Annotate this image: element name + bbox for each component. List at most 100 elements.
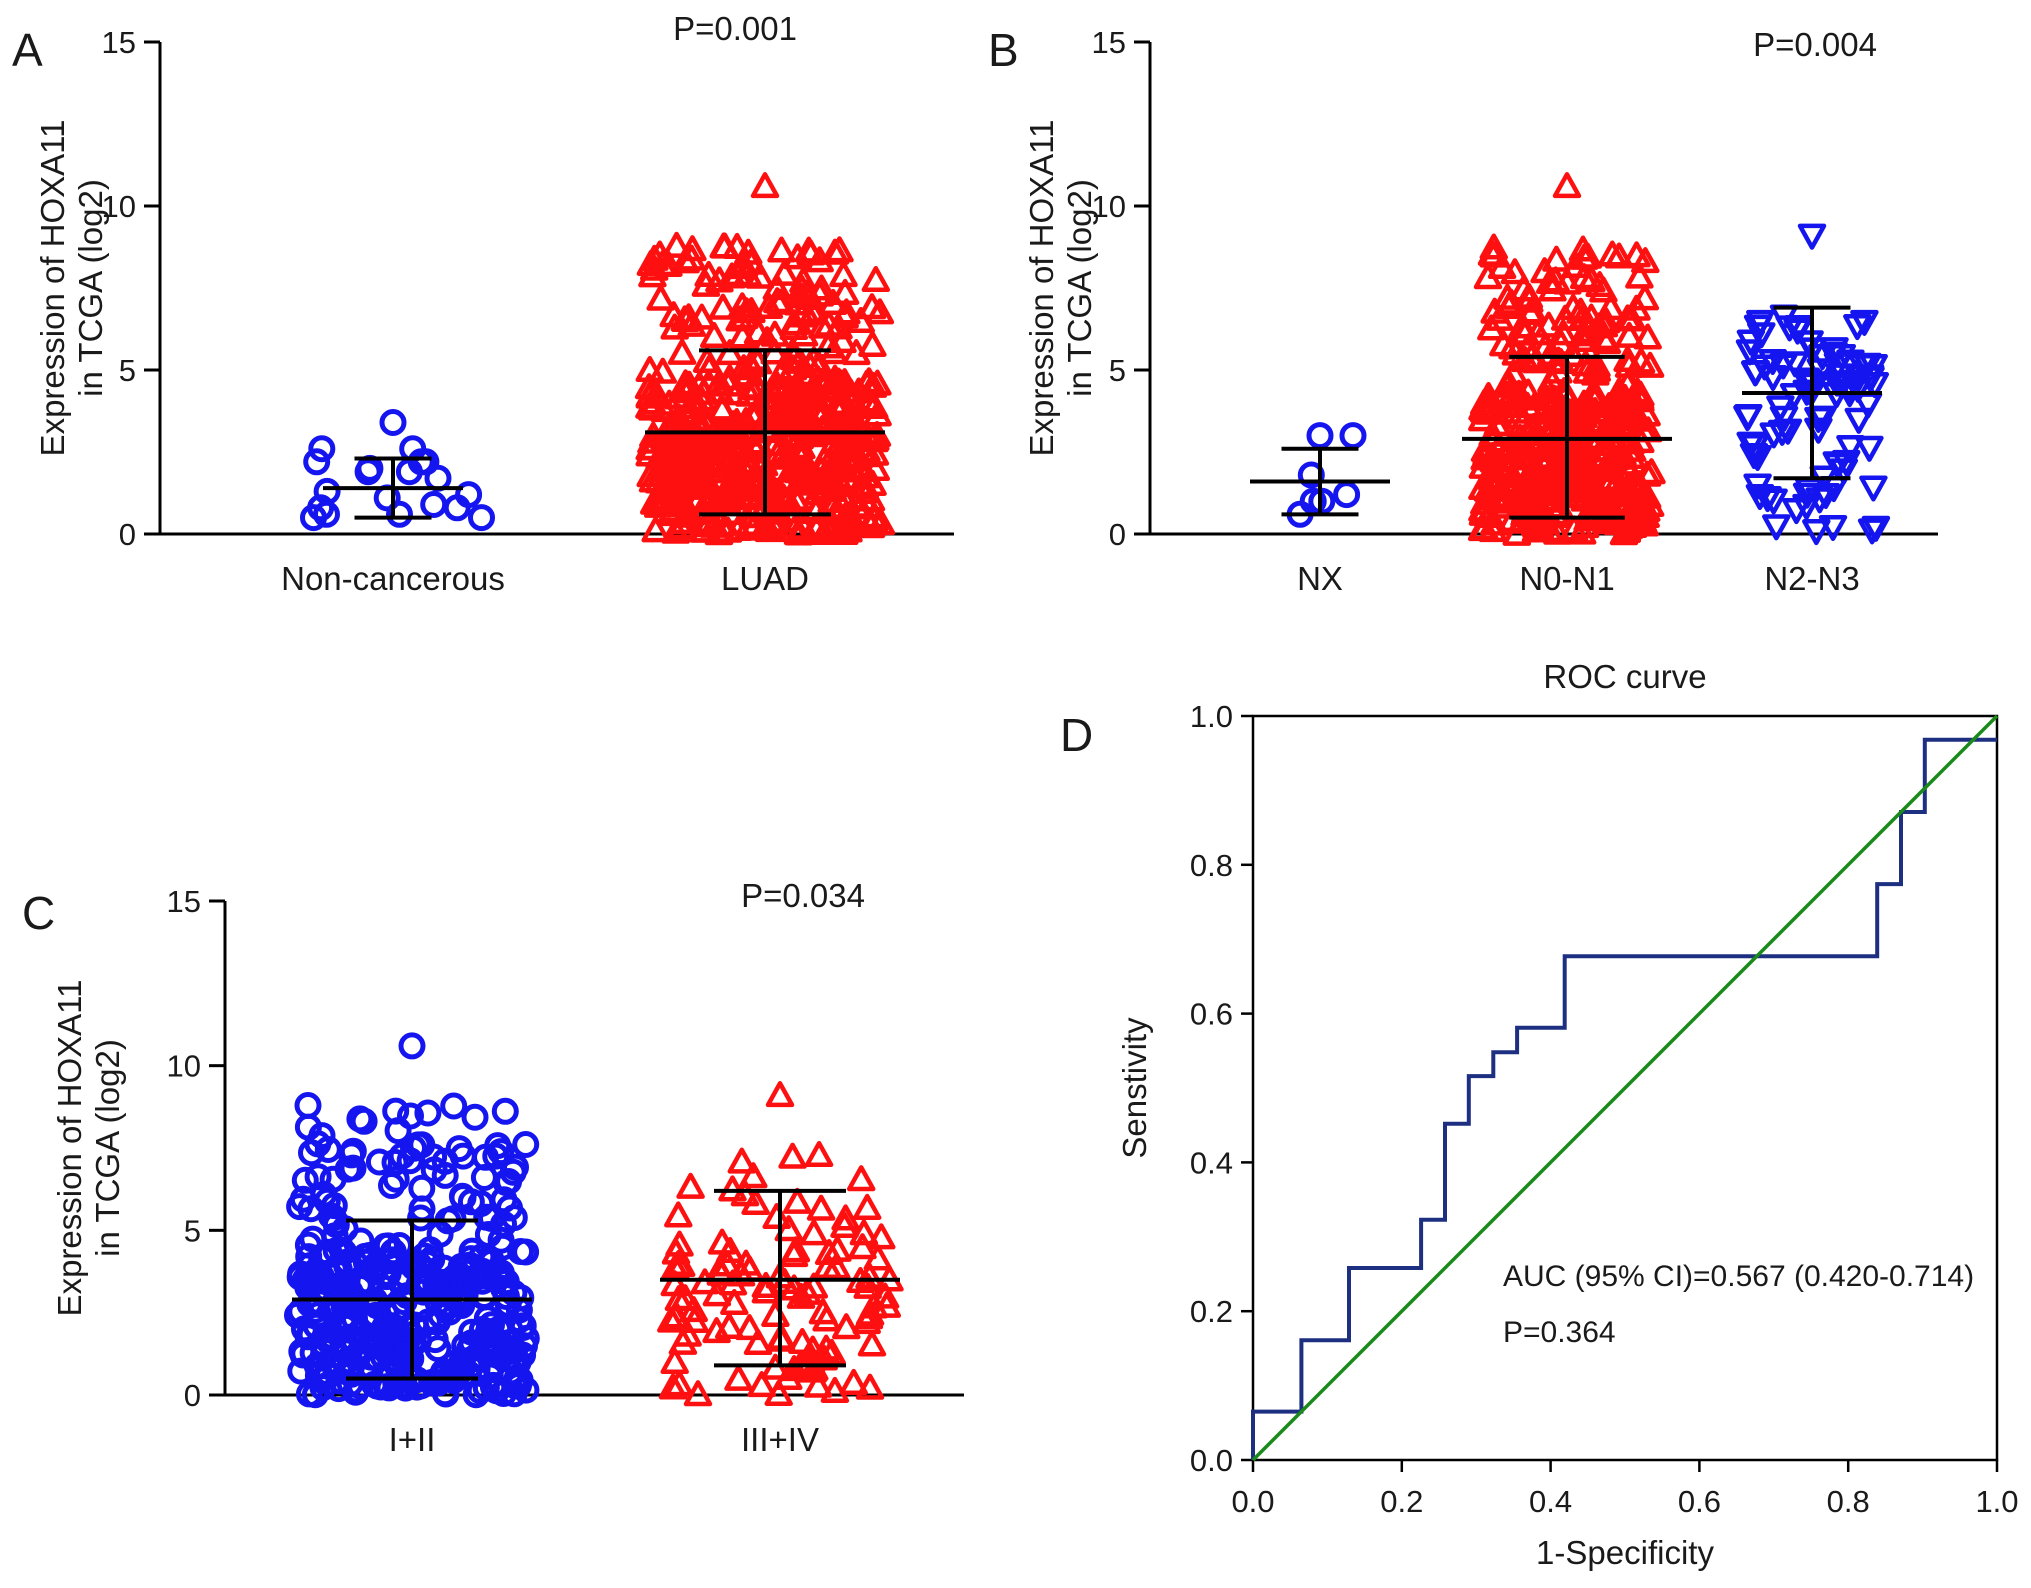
- data-point: [694, 354, 724, 381]
- data-point: [320, 1290, 348, 1318]
- data-point: [440, 1092, 468, 1120]
- data-point: [720, 1288, 749, 1316]
- data-point: [1625, 262, 1654, 289]
- data-point: [648, 250, 677, 277]
- data-point: [796, 239, 826, 266]
- data-point: [861, 265, 891, 293]
- data-point: [714, 1312, 744, 1339]
- data-point: [705, 368, 734, 396]
- y-tick-label: 0.0: [1190, 1443, 1233, 1478]
- data-point: [726, 1260, 756, 1287]
- data-point: [1740, 360, 1770, 387]
- data-point: [858, 330, 887, 357]
- data-point: [825, 236, 854, 263]
- data-point: [788, 1327, 817, 1355]
- y-axis-label: in TCGA (log2): [1061, 179, 1098, 397]
- x-tick-label: 1.0: [1975, 1484, 2018, 1519]
- data-point: [1613, 472, 1642, 499]
- data-point: [365, 1331, 393, 1359]
- data-point: [664, 1249, 693, 1277]
- data-point: [469, 1262, 497, 1290]
- data-point: [1512, 434, 1542, 462]
- data-point: [660, 1347, 689, 1375]
- data-point: [687, 433, 717, 461]
- data-point: [1571, 350, 1600, 377]
- data-point: [482, 1142, 510, 1170]
- series-N0-N1: [1462, 172, 1672, 546]
- data-point: [1637, 458, 1666, 485]
- data-point: [1614, 351, 1644, 378]
- data-point: [662, 1302, 692, 1329]
- data-point: [767, 236, 796, 263]
- data-point: [808, 1298, 838, 1325]
- data-point: [804, 1140, 834, 1168]
- panel-label: B: [988, 24, 1019, 76]
- data-point: [1586, 490, 1616, 517]
- data-point: [668, 1328, 698, 1355]
- data-point: [1759, 488, 1788, 515]
- data-point: [678, 235, 707, 262]
- data-point: [1559, 515, 1589, 542]
- data-point: [867, 1223, 896, 1250]
- y-tick-label: 0.6: [1190, 997, 1233, 1032]
- data-point: [783, 457, 813, 484]
- data-point: [1529, 398, 1559, 425]
- data-point: [646, 284, 675, 311]
- data-point: [504, 1349, 532, 1377]
- data-point: [1573, 242, 1603, 269]
- data-point: [870, 1282, 900, 1309]
- data-point: [727, 253, 756, 280]
- data-point: [841, 491, 871, 518]
- data-point: [836, 398, 866, 425]
- data-point: [468, 504, 495, 532]
- data-point: [765, 1081, 795, 1108]
- data-point: [1743, 444, 1772, 472]
- data-point: [727, 1147, 757, 1174]
- data-point: [496, 1194, 523, 1222]
- data-point: [1500, 258, 1530, 285]
- data-point: [848, 477, 878, 505]
- data-point: [685, 371, 714, 398]
- data-point: [820, 238, 850, 265]
- auc-annotation: AUC (95% CI)=0.567 (0.420-0.714): [1503, 1260, 1974, 1293]
- data-point: [1515, 286, 1544, 313]
- data-point: [1794, 369, 1823, 396]
- data-point: [813, 366, 842, 393]
- data-point: [830, 1211, 859, 1238]
- data-point: [820, 1376, 850, 1403]
- data-point: [641, 516, 670, 543]
- data-point: [1474, 381, 1503, 409]
- data-point: [659, 423, 689, 450]
- x-tick-label: 0.0: [1231, 1484, 1274, 1519]
- data-point: [801, 385, 830, 412]
- data-point: [1480, 297, 1509, 324]
- data-point: [1617, 305, 1647, 332]
- y-tick-label: 5: [184, 1213, 201, 1248]
- data-point: [831, 1204, 860, 1231]
- data-point: [374, 1232, 402, 1260]
- data-point: [718, 498, 748, 525]
- data-point: [1855, 435, 1884, 462]
- data-point: [438, 1361, 466, 1389]
- y-axis-label: Expression of HOXA11: [51, 980, 88, 1317]
- data-point: [1468, 452, 1498, 479]
- y-tick-label: 15: [167, 884, 201, 919]
- data-point: [1542, 245, 1571, 272]
- data-point: [1740, 434, 1770, 461]
- x-tick-label: 0.2: [1380, 1484, 1423, 1519]
- data-point: [852, 1193, 882, 1220]
- data-point: [699, 321, 729, 349]
- data-point: [1577, 266, 1606, 293]
- data-point: [381, 1148, 409, 1176]
- y-tick-label: 10: [1092, 189, 1126, 224]
- data-point: [834, 507, 864, 534]
- data-point: [789, 513, 818, 540]
- y-tick-label: 0: [1109, 517, 1126, 552]
- data-point: [718, 1175, 747, 1202]
- data-point: [658, 1373, 688, 1400]
- data-point: [1526, 506, 1555, 533]
- data-point: [832, 426, 861, 453]
- p-value: P=0.364: [1503, 1316, 1616, 1349]
- data-point: [728, 292, 757, 319]
- data-point: [398, 1032, 426, 1060]
